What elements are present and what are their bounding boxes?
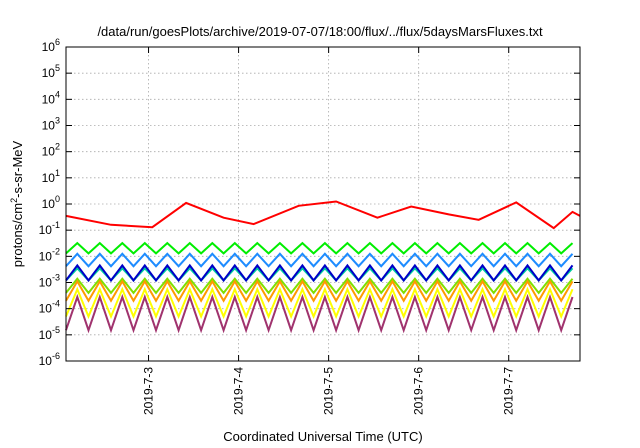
x-tick-label: 2019-7-6 — [412, 367, 426, 415]
series-line-7 — [65, 279, 574, 303]
series-line-8 — [65, 286, 574, 320]
y-tick-label: 10-2 — [39, 246, 60, 263]
y-axis: 10-6 10-5 10-4 10-3 10-2 10-1 100 101 102 103 104 1… — [39, 37, 580, 368]
series-line-6 — [65, 277, 574, 295]
y-tick-label: 106 — [42, 37, 60, 54]
series-line-5 — [65, 263, 574, 283]
x-tick-label: 2019-7-4 — [232, 367, 246, 415]
x-tick-label: 2019-7-5 — [322, 367, 336, 415]
x-tick-label: 2019-7-3 — [142, 367, 156, 415]
y-tick-label: 103 — [42, 116, 60, 133]
series-line-2 — [65, 241, 574, 255]
chart-title: /data/run/goesPlots/archive/2019-07-07/1… — [97, 24, 543, 39]
y-tick-label: 100 — [42, 194, 60, 211]
series-line-1 — [65, 200, 581, 230]
series-line-3 — [65, 252, 574, 268]
x-tick-label: 2019-7-7 — [502, 367, 516, 415]
series-layer — [65, 200, 581, 334]
y-axis-label-sup: 2 — [9, 198, 19, 203]
series-line-9 — [65, 293, 574, 334]
y-axis-label: protons/cm2-s-sr-MeV — [9, 140, 25, 267]
y-tick-label: 10-3 — [39, 273, 60, 290]
y-tick-label: 102 — [42, 142, 60, 159]
y-axis-label-rest: -s-sr-MeV — [10, 140, 25, 197]
y-tick-label: 10-5 — [39, 325, 60, 342]
x-axis-label: Coordinated Universal Time (UTC) — [223, 429, 422, 444]
y-tick-label: 105 — [42, 63, 60, 80]
y-tick-label: 10-1 — [39, 220, 60, 237]
y-tick-label: 10-6 — [39, 351, 60, 368]
y-axis-label-base: protons/cm — [10, 203, 25, 267]
plot-frame — [65, 46, 581, 362]
y-tick-label: 10-4 — [39, 299, 60, 316]
y-tick-label: 101 — [42, 168, 60, 185]
y-tick-label: 104 — [42, 89, 60, 106]
x-axis: 2019-7-3 2019-7-4 2019-7-5 2019-7-6 2019-7-7 — [142, 47, 516, 415]
